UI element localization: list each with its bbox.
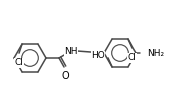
Text: NH: NH bbox=[64, 47, 78, 56]
Text: HO: HO bbox=[91, 51, 105, 60]
Text: Cl: Cl bbox=[128, 53, 137, 62]
Text: NH₂: NH₂ bbox=[147, 49, 164, 58]
Text: Cl: Cl bbox=[15, 58, 23, 67]
Text: O: O bbox=[61, 71, 69, 81]
